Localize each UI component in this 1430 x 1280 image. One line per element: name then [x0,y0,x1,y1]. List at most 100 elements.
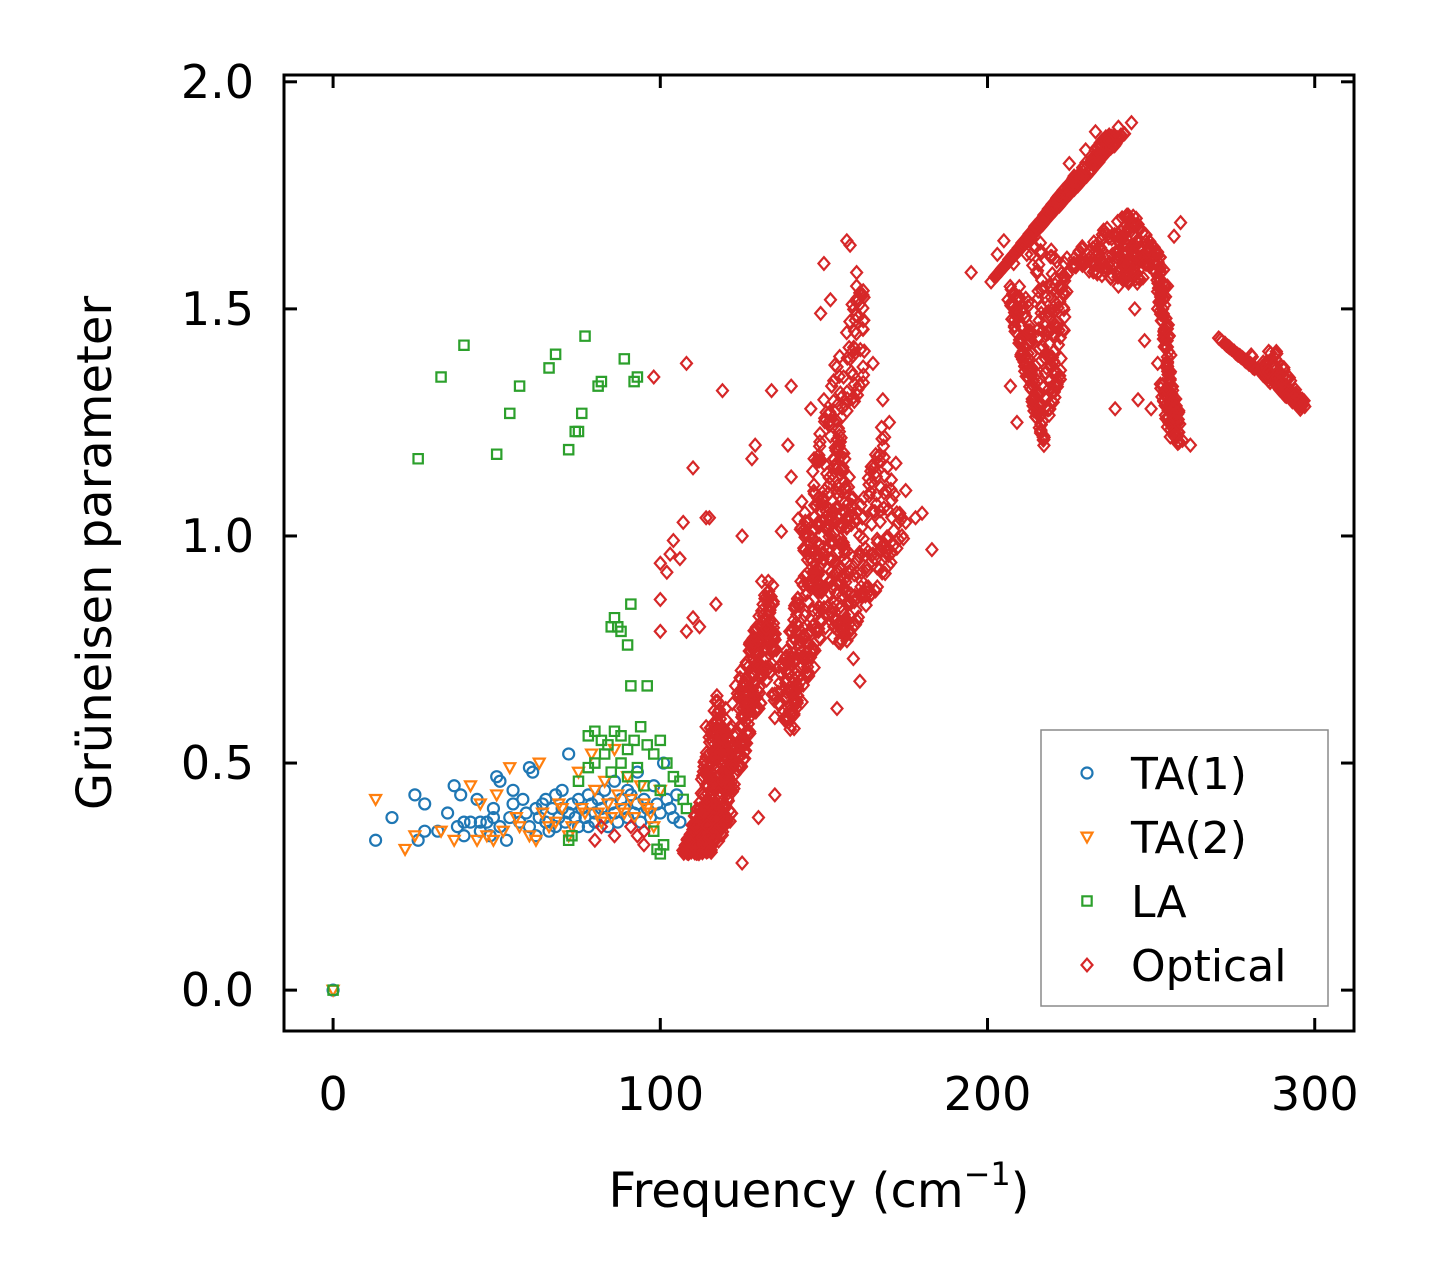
optical-point [687,816,702,833]
optical-point [842,313,857,330]
optical-point [887,486,902,503]
optical-point [855,509,870,526]
optical-point [1030,372,1045,389]
ta-1-point [441,806,455,820]
legend-label-ta-1: TA(1) [1130,749,1247,800]
optical-point [881,547,896,564]
optical-point [811,582,825,599]
optical-point [1004,281,1019,298]
optical-point [1132,270,1147,287]
optical-point [1108,400,1123,417]
optical-point [838,584,853,601]
la-point [582,761,595,774]
optical-point [701,777,716,794]
optical-point [994,260,1009,277]
optical-point [860,584,875,601]
la-point [661,757,673,769]
optical-point [850,387,865,404]
ta-2-point [587,784,603,799]
optical-point [816,391,831,408]
optical-point [866,355,880,372]
optical-point [758,659,773,676]
optical-point [1157,297,1172,314]
ta-2-point [610,789,626,803]
x-tick-labels: 0 100 200 300 [318,1067,1358,1121]
optical-point [727,776,742,793]
optical-point [1168,398,1183,415]
optical-point [1038,350,1053,367]
optical-point [1035,213,1050,230]
la-point [566,829,578,842]
ta-1-point [526,765,540,779]
optical-point [706,832,721,849]
la-point [549,348,562,361]
optical-point [1036,437,1051,454]
la-point [412,452,424,465]
optical-point [849,553,864,570]
la-point [654,734,667,747]
ta-2-point [397,843,413,858]
optical-point [822,413,837,430]
ta-2-point [469,834,485,849]
la-point [621,639,634,651]
optical-point [725,740,740,757]
optical-point [847,566,862,583]
optical-point [1150,355,1165,372]
optical-point [706,715,721,732]
optical-point [681,843,696,860]
optical-point [659,564,674,581]
optical-point [587,832,602,849]
optical-point [709,795,724,812]
optical-point [830,700,844,717]
optical-point [735,527,750,544]
optical-point [867,458,882,475]
la-point [592,380,604,392]
ta-1-point [463,815,478,829]
optical-point [1090,264,1105,281]
optical-point [1160,418,1175,435]
optical-point [761,573,776,590]
optical-point [1150,300,1165,317]
y-tick-label: 0.0 [181,963,254,1017]
ta-2-point [512,821,527,835]
optical-point [1127,300,1142,317]
optical-point [1111,119,1126,136]
optical-point [734,690,749,707]
optical-point [858,547,873,564]
optical-point [803,649,818,666]
ta-2-point [571,766,586,780]
optical-point [830,617,845,634]
optical-point [843,350,858,367]
la-point [631,371,644,383]
optical-point [915,505,930,522]
optical-point [715,816,730,833]
ta-2-point [577,807,593,821]
optical-point [735,732,750,749]
optical-point [752,608,767,625]
optical-point [1119,208,1134,225]
ta-2-point [472,798,488,812]
optical-point [1156,331,1171,348]
optical-point [1144,238,1159,255]
optical-point [718,700,733,717]
optical-point [865,503,880,520]
ta-1-point [473,815,487,829]
optical-point [827,594,842,611]
ta-2-point [495,825,511,839]
ta-2-point [584,748,599,762]
ta-2-point [502,762,518,776]
optical-point [853,497,868,514]
optical-point [762,597,777,614]
optical-point [798,526,813,543]
la-point [598,748,611,760]
optical-point [801,625,816,642]
optical-point [794,493,809,510]
axis-ticks [284,75,1354,1031]
optical-point [846,389,861,406]
optical-point [1083,249,1098,266]
optical-point [1033,242,1048,259]
optical-point [743,634,758,651]
legend-label-ta-2: TA(2) [1130,813,1247,864]
optical-point [856,282,871,299]
optical-point [784,468,799,485]
